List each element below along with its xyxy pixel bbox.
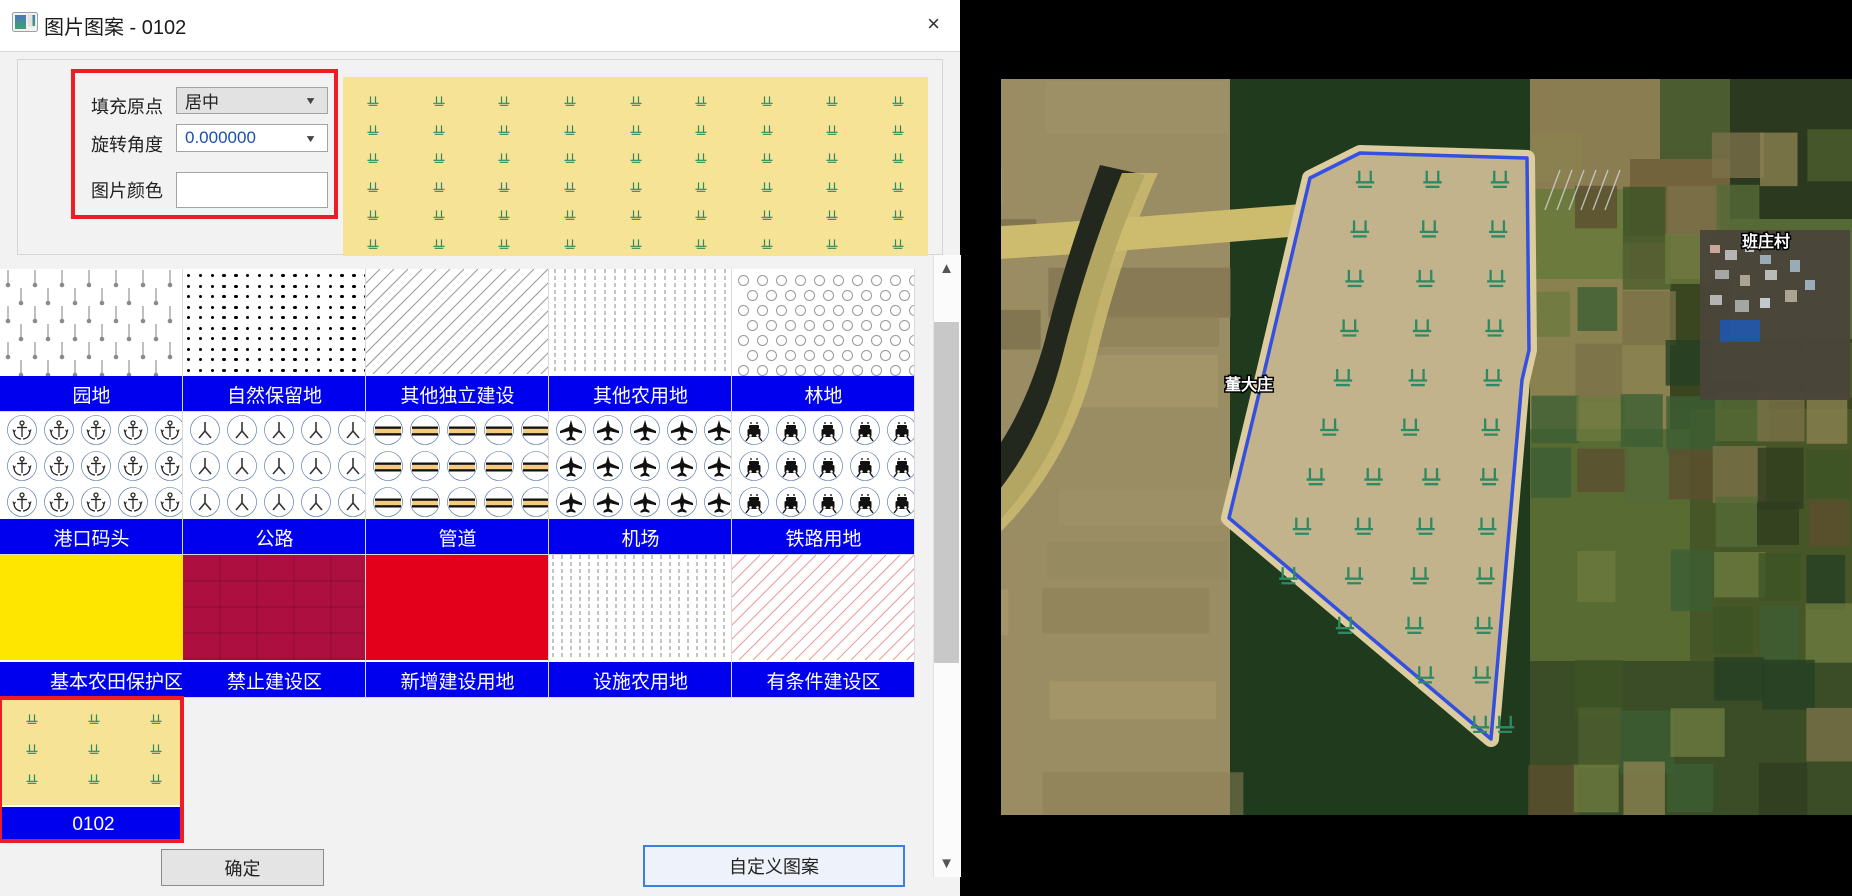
svg-text:董大庄: 董大庄: [1225, 375, 1273, 394]
svg-text:班庄村: 班庄村: [1742, 232, 1790, 251]
